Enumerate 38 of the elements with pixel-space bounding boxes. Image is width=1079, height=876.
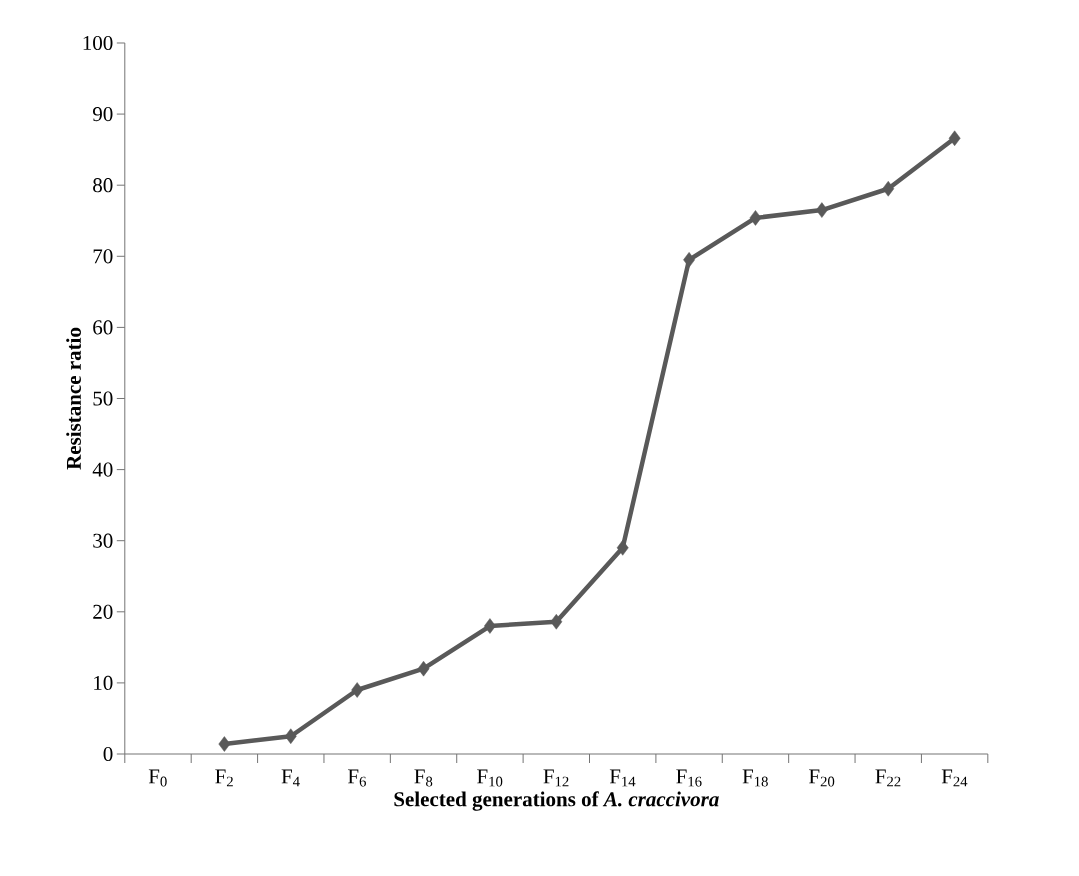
x-tick-label: F$_{24}$: [941, 769, 968, 787]
y-tick-label: 20: [93, 604, 113, 619]
y-tick-label: 60: [93, 320, 113, 335]
point: [284, 728, 297, 744]
x-tick-label: F$_{22}$: [875, 769, 901, 787]
x-tick-label: F$_{6}$: [348, 769, 366, 787]
y-tick-label: 10: [94, 675, 113, 690]
point: [616, 540, 629, 556]
y-axis-title: Resistance ratio: [66, 327, 81, 470]
point: [218, 736, 231, 752]
x-tick-label: F$_{8}$: [414, 769, 433, 787]
point: [948, 130, 961, 147]
x-tick-label: F$_{16}$: [676, 769, 702, 787]
y-tick-label: 100: [83, 35, 113, 51]
x-tick-label: F$_{18}$: [742, 769, 768, 787]
x-axis-title: Selected generations of A. craccivora: [394, 791, 719, 811]
x-tick-label: F$_{14}$: [609, 769, 636, 787]
point: [882, 181, 895, 197]
y-tick-label: 80: [93, 178, 113, 193]
point: [683, 252, 695, 268]
point: [417, 660, 430, 677]
x-tick-label: F$_{2}$: [215, 769, 233, 787]
x-tick-label: F$_{10}$: [477, 769, 503, 787]
point: [484, 618, 496, 634]
y-tick-label: 30: [93, 533, 113, 548]
y-tick-label: 0: [103, 746, 113, 762]
point: [749, 210, 762, 226]
y-tick-label: 70: [93, 249, 113, 264]
point: [815, 202, 828, 218]
y-tick-label: 90: [92, 107, 113, 122]
x-tick-label: F$_{4}$: [281, 769, 300, 787]
point: [550, 614, 563, 630]
x-tick-label: F$_{0}$: [148, 769, 167, 787]
x-tick-label: F$_{20}$: [809, 769, 835, 787]
x-tick-label: F$_{12}$: [543, 769, 569, 787]
y-tick-label: 40: [92, 462, 113, 477]
y-tick-label: 50: [93, 391, 113, 406]
point: [351, 682, 364, 698]
